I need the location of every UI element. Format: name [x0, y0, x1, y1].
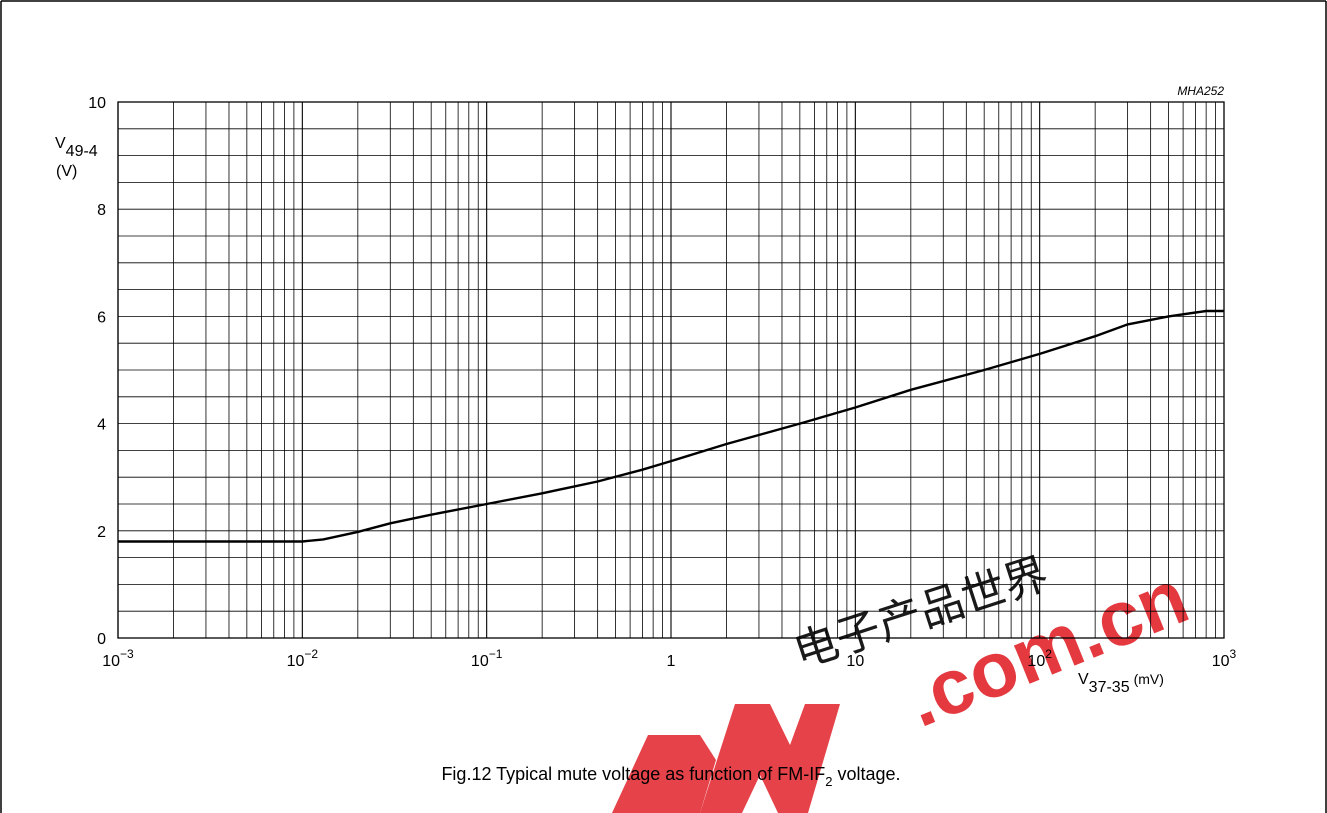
- x-tick-label: 10: [846, 653, 864, 670]
- x-axis-label-main: V: [1078, 671, 1089, 688]
- x-axis-label-unit: (mV): [1134, 671, 1164, 687]
- x-tick-label: 10−2: [287, 647, 319, 670]
- figure-ref: MHA252: [1177, 84, 1224, 98]
- x-axis-label: V37-35 (mV): [1078, 671, 1164, 696]
- plot-border: [117, 101, 1225, 639]
- caption-main: Fig.12 Typical mute voltage as function …: [441, 764, 825, 784]
- caption-suffix: voltage.: [833, 764, 901, 784]
- watermark-letter-w: [700, 704, 840, 813]
- y-axis-label-sub: 49-4: [66, 143, 98, 160]
- x-tick-label: 10−3: [102, 647, 134, 670]
- y-tick-labels: 0 2 4 6 8 10: [88, 95, 106, 648]
- x-axis-label-sub: 37-35: [1089, 679, 1130, 696]
- y-tick-label: 0: [97, 631, 106, 648]
- y-tick-label: 2: [97, 524, 106, 541]
- figure-caption: Fig.12 Typical mute voltage as function …: [441, 764, 900, 789]
- y-tick-label: 8: [97, 202, 106, 219]
- y-tick-label: 4: [97, 417, 106, 434]
- y-tick-label: 10: [88, 95, 106, 112]
- x-tick-label: 1: [667, 653, 676, 670]
- series-line: [118, 309, 1224, 543]
- x-tick-label: 102: [1027, 647, 1052, 670]
- plot-grid: [117, 102, 1224, 638]
- y-axis-label-main: V: [55, 135, 66, 152]
- caption-subscript: 2: [825, 774, 832, 789]
- x-tick-labels: 10−3 10−2 10−1 1 10 102 103: [102, 647, 1236, 670]
- x-tick-label: 10−1: [471, 647, 503, 670]
- x-tick-label: 103: [1212, 647, 1237, 670]
- watermark-letter-d: [612, 735, 716, 813]
- y-tick-label: 6: [97, 309, 106, 326]
- y-axis-label: V49-4: [55, 135, 98, 160]
- y-axis-unit: (V): [56, 163, 77, 180]
